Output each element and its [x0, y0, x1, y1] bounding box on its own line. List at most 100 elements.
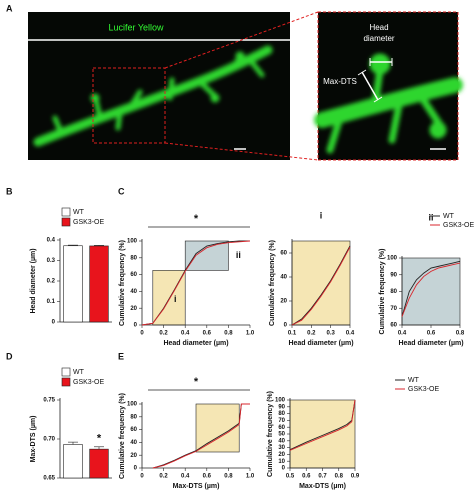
y-tick-label: 0	[134, 323, 138, 329]
x-tick-label: 0.1	[288, 331, 297, 337]
image-label: Lucifer Yellow	[108, 22, 164, 32]
panel-letter: B	[6, 186, 13, 196]
bar	[89, 245, 109, 323]
x-tick-label: 1.0	[246, 331, 255, 337]
legend-label: GSK3-OE	[443, 222, 474, 229]
panel-letter: E	[118, 351, 124, 361]
x-tick-label: 0.4	[346, 331, 355, 337]
y-tick-label: 0.4	[47, 238, 56, 244]
y-tick-label: 70	[278, 418, 285, 424]
x-tick-label: 0	[140, 331, 144, 337]
bar	[63, 245, 83, 323]
y-tick-label: 80	[278, 411, 285, 417]
y-axis-label: Head diameter (µm)	[30, 248, 37, 313]
y-tick-label: 80	[130, 255, 137, 261]
y-axis-label: Cumulative frequency (%)	[119, 393, 126, 479]
plot-background	[289, 399, 356, 469]
y-tick-label: 90	[390, 272, 397, 278]
legend-swatch	[61, 367, 71, 377]
zoom-lines	[164, 11, 319, 161]
x-tick-label: 0.8	[335, 474, 344, 480]
cdf-line	[401, 260, 461, 317]
y-axis-label: Cumulative frequency (%)	[269, 240, 276, 326]
x-tick-label: 0.4	[398, 331, 407, 337]
legend-label: WT	[443, 213, 455, 220]
y-axis-label: Max-DTS (µm)	[30, 416, 37, 463]
x-tick-label: 0.8	[456, 331, 465, 337]
cdf-line	[141, 240, 251, 326]
y-tick-label: 40	[130, 440, 137, 446]
y-tick-label: 20	[278, 452, 285, 458]
x-tick-label: 0.7	[318, 474, 327, 480]
x-axis-label: Head diameter (µm)	[398, 340, 463, 347]
chart-title: i	[320, 210, 323, 220]
y-tick-label: 0.1	[47, 299, 56, 305]
y-tick-label: 80	[130, 414, 137, 420]
legend-label: WT	[73, 369, 85, 376]
dts-label: Max-DTS	[323, 77, 357, 86]
x-tick-label: 0.6	[427, 331, 436, 337]
highlight-label: ii	[236, 250, 241, 260]
highlight-box	[184, 240, 229, 271]
x-tick-label: 0.8	[224, 331, 233, 337]
zoom-micrograph	[314, 11, 463, 161]
x-axis-label: Head diameter (µm)	[163, 340, 228, 347]
highlight-label: i	[174, 294, 177, 304]
x-tick-label: 0.6	[203, 331, 212, 337]
y-tick-label: 0.65	[43, 476, 55, 482]
y-tick-label: 100	[127, 239, 138, 245]
y-tick-label: 30	[278, 445, 285, 451]
x-tick-label: 0.9	[351, 474, 360, 480]
legend-label: GSK3-OE	[73, 379, 104, 386]
chart-title: ii	[428, 212, 433, 222]
cdf-line	[291, 245, 351, 326]
panel-letter: D	[6, 351, 13, 361]
x-tick-label: 0.5	[286, 474, 295, 480]
head-label: diameter	[363, 34, 394, 43]
y-tick-label: 20	[130, 453, 137, 459]
significance: *	[194, 213, 199, 225]
x-tick-label: 0.2	[307, 331, 316, 337]
x-tick-label: 0.6	[203, 474, 212, 480]
cdf-line	[401, 262, 461, 317]
y-tick-label: 20	[280, 299, 287, 305]
x-tick-label: 0	[140, 474, 144, 480]
y-tick-label: 60	[278, 425, 285, 431]
micrograph	[28, 12, 290, 160]
y-tick-label: 0	[134, 466, 138, 472]
plot-background	[291, 240, 351, 326]
y-axis-label: Cumulative frequency (%)	[379, 249, 386, 335]
x-axis-label: Head diameter (µm)	[288, 340, 353, 347]
panel-letter: C	[118, 186, 125, 196]
y-tick-label: 0	[284, 323, 288, 329]
y-tick-label: 40	[280, 275, 287, 281]
y-tick-label: 90	[278, 404, 285, 410]
y-tick-label: 100	[275, 398, 286, 404]
x-axis-label: Max-DTS (µm)	[173, 483, 220, 490]
y-tick-label: 0.2	[47, 279, 56, 285]
y-tick-label: 50	[278, 432, 285, 438]
x-tick-label: 1.0	[246, 474, 255, 480]
y-tick-label: 40	[278, 438, 285, 444]
y-tick-label: 0.70	[43, 437, 55, 443]
x-tick-label: 0.8	[224, 474, 233, 480]
bar	[63, 444, 83, 479]
y-axis-label: Cumulative frequency (%)	[119, 240, 126, 326]
legend-swatch	[61, 207, 71, 217]
y-tick-label: 60	[130, 272, 137, 278]
x-tick-label: 0.4	[181, 474, 190, 480]
x-tick-label: 0.3	[326, 331, 335, 337]
x-tick-label: 0.6	[302, 474, 311, 480]
panel-letter: A	[6, 3, 13, 13]
significance: *	[194, 376, 199, 388]
cdf-line	[289, 399, 356, 451]
x-tick-label: 0.2	[159, 331, 168, 337]
plot-background	[401, 257, 461, 326]
y-tick-label: 60	[280, 251, 287, 257]
cdf-line	[291, 246, 351, 326]
y-tick-label: 0	[52, 320, 56, 326]
legend-label: WT	[73, 209, 85, 216]
y-tick-label: 100	[127, 402, 138, 408]
cdf-line	[152, 403, 250, 469]
y-tick-label: 40	[130, 289, 137, 295]
